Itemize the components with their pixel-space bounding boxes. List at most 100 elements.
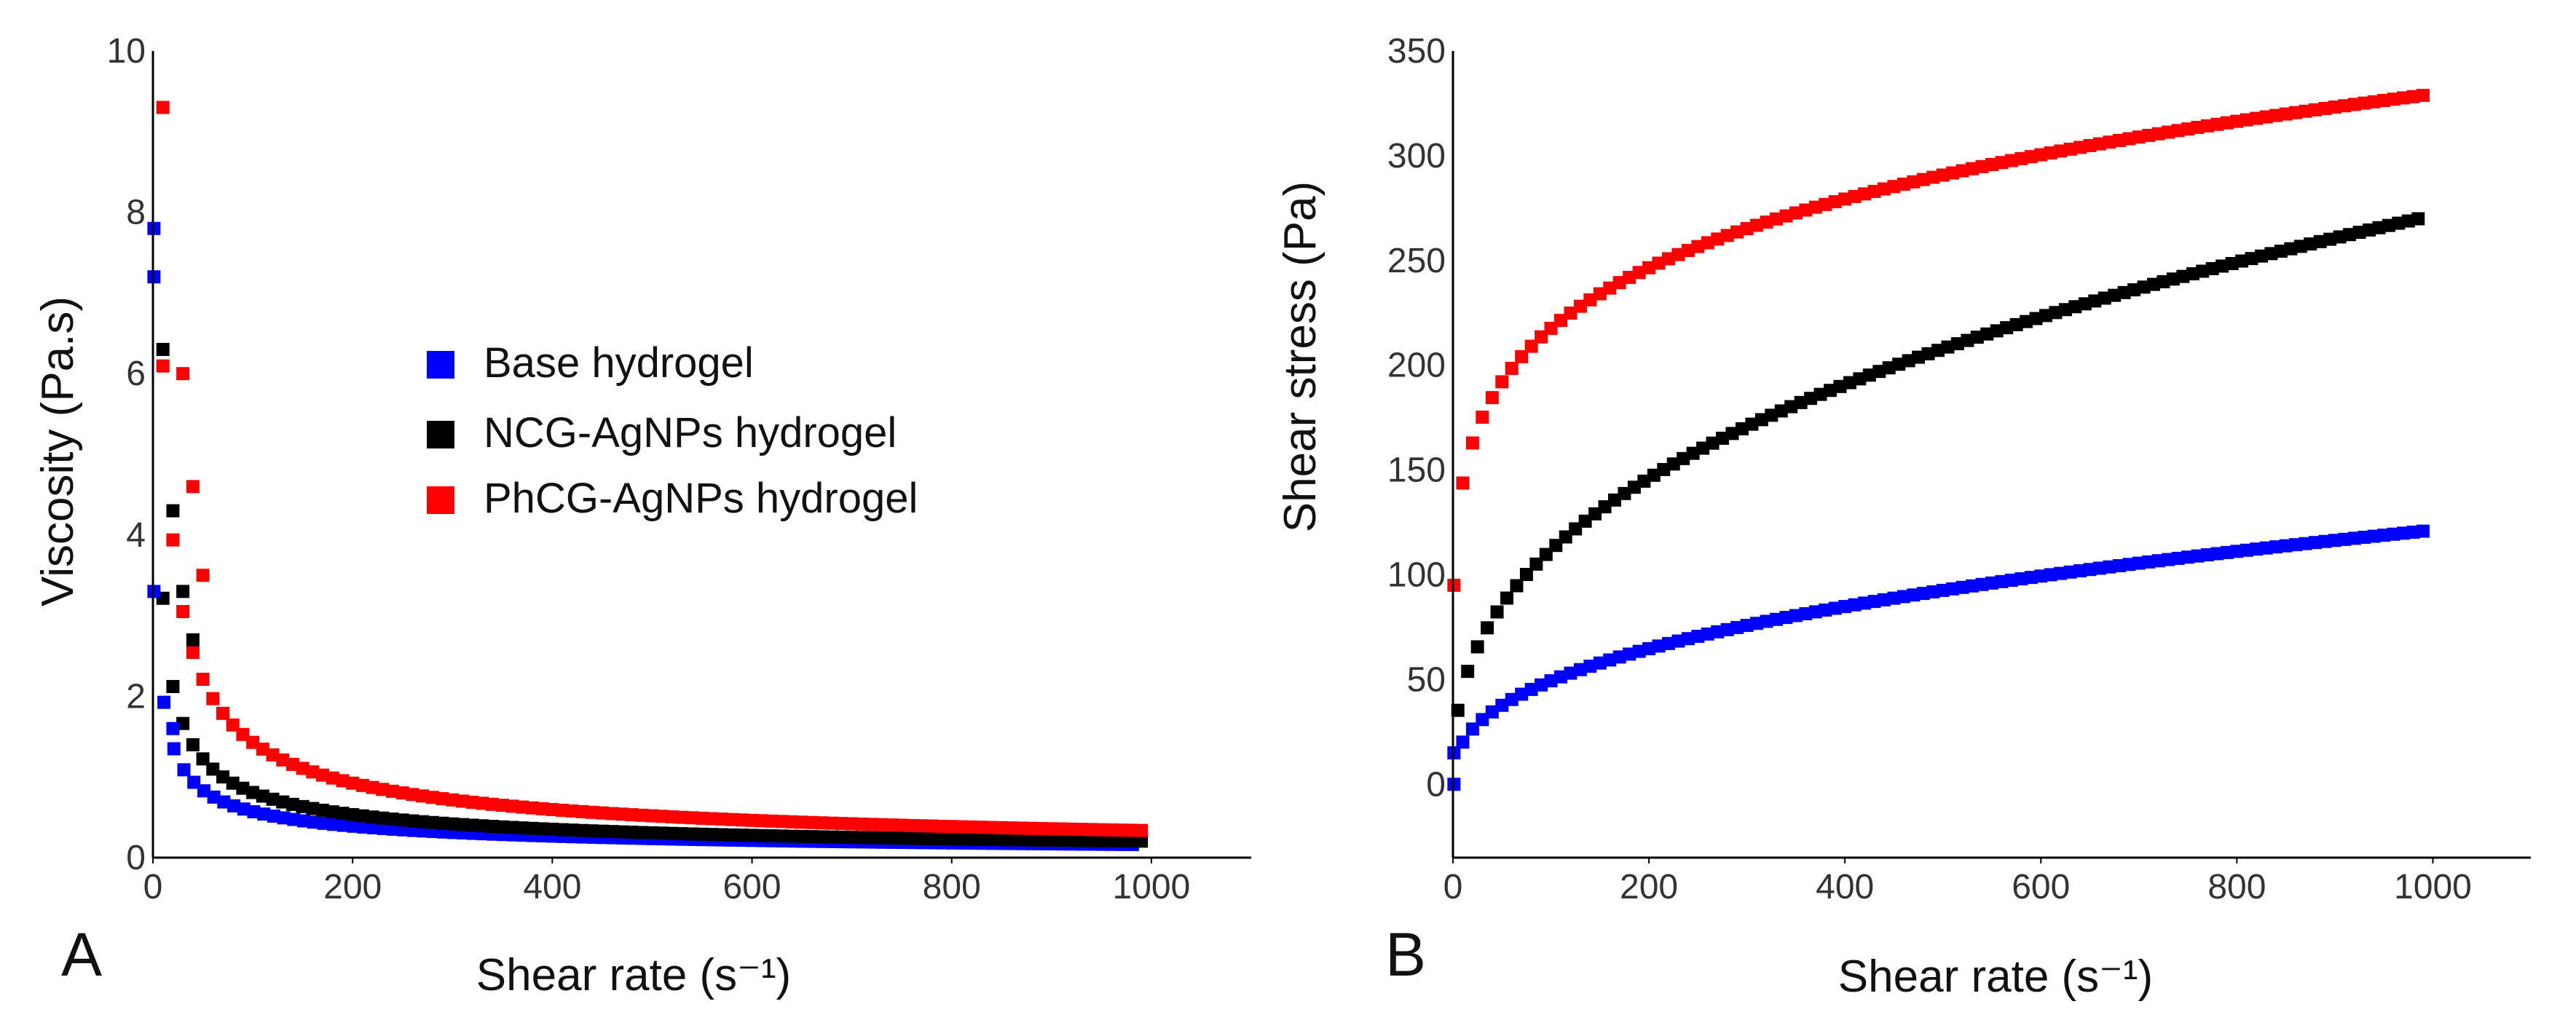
panel-a-point-phcg-agnps: [556, 803, 570, 817]
panel-a-point-ncg-agnps: [675, 827, 689, 841]
panel-a-point-ncg-agnps: [645, 826, 659, 839]
panel-a-point-phcg-agnps: [775, 815, 789, 829]
panel-a-point-phcg-agnps: [915, 819, 929, 833]
panel-b-y-tick-label: 50: [1407, 660, 1446, 699]
panel-a-point-ncg-agnps: [386, 812, 400, 826]
panel-b-x-tick-label: 600: [2012, 868, 2070, 906]
panel-a-point-ncg-agnps: [935, 832, 949, 846]
panel-b-point-ncg-agnps: [1451, 703, 1465, 717]
panel-a-point-phcg-agnps: [176, 367, 190, 381]
panel-b-shear-stress-chart: 0 200 400 600 800 1000 0 50 100 150 200 250 300 350 S…: [1275, 32, 2531, 1002]
panel-a-point-phcg-agnps: [795, 815, 809, 829]
panel-a-point-phcg-agnps: [505, 799, 519, 813]
panel-a-point-ncg-agnps: [336, 807, 350, 821]
panel-a-point-ncg-agnps: [216, 770, 229, 784]
panel-a-point-ncg-agnps: [735, 829, 749, 842]
panel-a-x-axis-label: Shear rate (s⁻¹): [476, 950, 791, 1000]
panel-a-point-phcg-agnps: [1025, 821, 1039, 835]
panel-b-point-ncg-agnps: [1510, 579, 1524, 593]
panel-a-point-ncg-agnps: [955, 832, 969, 846]
legend-swatch-ncg: [427, 421, 454, 448]
panel-a-point-phcg-agnps: [196, 673, 210, 687]
panel-a-point-ncg-agnps: [685, 827, 699, 841]
panel-a-point-phcg-agnps: [825, 816, 839, 830]
panel-a-point-phcg-agnps: [266, 748, 280, 762]
panel-a-point-ncg-agnps: [565, 823, 579, 837]
panel-a-point-ncg-agnps: [845, 831, 859, 845]
panel-b-point-phcg-agnps: [1465, 436, 1479, 450]
panel-a-point-ncg-agnps: [246, 786, 260, 799]
panel-a-point-base: [177, 763, 191, 777]
panel-a-point-ncg-agnps: [1095, 834, 1108, 847]
panel-a-point-ncg-agnps: [495, 820, 509, 834]
panel-a-point-ncg-agnps: [985, 833, 999, 847]
panel-a-point-phcg-agnps: [346, 776, 360, 790]
panel-a-point-ncg-agnps: [605, 825, 619, 839]
panel-a-point-phcg-agnps: [575, 804, 589, 818]
panel-a-point-phcg-agnps: [206, 692, 220, 705]
panel-a-point-ncg-agnps: [306, 802, 320, 815]
panel-a-point-ncg-agnps: [266, 792, 280, 806]
panel-a-point-phcg-agnps: [586, 805, 599, 819]
panel-a-point-phcg-agnps: [605, 807, 619, 821]
panel-a-point-phcg-agnps: [436, 792, 449, 806]
panel-a-point-ncg-agnps: [595, 824, 609, 838]
panel-a-x-tick-label: 1000: [1113, 868, 1191, 906]
panel-a-point-ncg-agnps: [915, 831, 929, 845]
panel-a-point-ncg-agnps: [206, 762, 220, 776]
panel-a-point-phcg-agnps: [1135, 823, 1149, 837]
panel-a-point-phcg-agnps: [635, 808, 649, 822]
panel-a-point-ncg-agnps: [525, 821, 539, 835]
panel-a-point-base: [297, 814, 311, 828]
panel-a-point-phcg-agnps: [495, 799, 509, 812]
panel-a-point-phcg-agnps: [715, 812, 729, 826]
panel-a-point-phcg-agnps: [696, 811, 709, 825]
panel-a-point-phcg-agnps: [446, 793, 460, 807]
panel-a-point-ncg-agnps: [825, 830, 839, 844]
panel-a-point-phcg-agnps: [725, 812, 739, 826]
panel-b-point-phcg-agnps: [1485, 391, 1499, 405]
panel-a-point-base: [357, 820, 371, 834]
panel-a-point-ncg-agnps: [406, 814, 420, 828]
panel-a-point-phcg-agnps: [974, 821, 988, 834]
panel-a-point-ncg-agnps: [865, 831, 879, 845]
panel-a-point-ncg-agnps: [855, 831, 869, 845]
panel-a-point-phcg-agnps: [626, 808, 639, 822]
panel-a-point-phcg-agnps: [705, 812, 719, 826]
panel-a-point-base: [317, 816, 331, 830]
panel-a-point-base: [227, 799, 241, 812]
panel-a-point-phcg-agnps: [256, 742, 269, 756]
legend: Base hydrogel NCG-AgNPs hydrogel PhCG-Ag…: [427, 339, 918, 522]
panel-a-point-base: [247, 804, 261, 818]
panel-a-point-ncg-agnps: [156, 342, 170, 356]
panel-a-point-phcg-agnps: [645, 809, 659, 823]
panel-a-point-ncg-agnps: [1114, 834, 1128, 848]
panel-a-y-tick-label: 4: [126, 516, 146, 555]
panel-a-point-phcg-agnps: [176, 604, 190, 618]
panel-a-point-phcg-agnps: [615, 807, 629, 821]
panel-a-point-phcg-agnps: [1035, 822, 1049, 836]
legend-swatch-phcg: [427, 486, 454, 514]
panel-b-point-ncg-agnps: [1500, 591, 1513, 605]
panel-a-point-ncg-agnps: [196, 752, 210, 766]
panel-a-point-phcg-agnps: [1004, 821, 1018, 835]
panel-a-point-phcg-agnps: [675, 810, 689, 824]
panel-a-point-phcg-agnps: [476, 796, 489, 810]
panel-a-point-phcg-agnps: [785, 815, 799, 829]
panel-a-point-ncg-agnps: [376, 811, 390, 825]
panel-a-y-tick-label: 8: [126, 194, 146, 232]
panel-a-point-ncg-agnps: [395, 813, 409, 827]
panel-a-point-phcg-agnps: [395, 786, 409, 800]
legend-label-base: Base hydrogel: [484, 339, 754, 387]
panel-a-point-phcg-agnps: [186, 646, 200, 660]
panel-a-point-ncg-agnps: [416, 815, 430, 829]
panel-a-point-phcg-agnps: [1055, 822, 1068, 836]
panel-a-point-phcg-agnps: [246, 735, 260, 749]
panel-a-y-tick-label: 2: [126, 677, 146, 716]
panel-a-point-ncg-agnps: [925, 831, 939, 845]
panel-a-point-phcg-agnps: [156, 359, 170, 373]
panel-a-point-base: [327, 818, 341, 831]
panel-a-point-phcg-agnps: [1105, 823, 1119, 837]
panel-b-x-tick-label: 1000: [2394, 868, 2472, 906]
panel-a-point-base: [347, 819, 361, 833]
